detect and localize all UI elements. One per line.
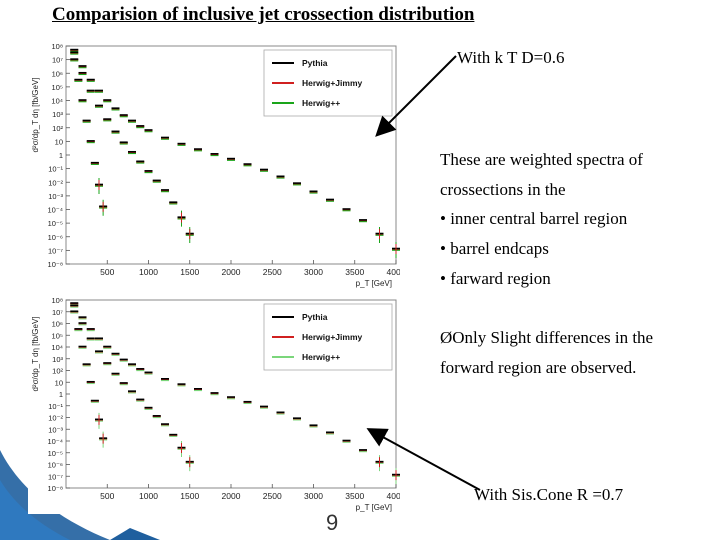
legend-entry: Herwig++ [302, 352, 340, 362]
x-tick-label: 4000 [387, 491, 400, 501]
x-tick-label: 4000 [387, 267, 400, 277]
x-tick-label: 2500 [263, 267, 282, 277]
x-tick-label: 3500 [345, 267, 364, 277]
annotation-top: With k T D=0.6 [457, 48, 565, 67]
y-tick-label: 10 [55, 378, 63, 387]
y-tick-label: 10⁶ [52, 69, 63, 78]
y-tick-label: 1 [59, 390, 63, 399]
legend-entry: Herwig+Jimmy [302, 332, 363, 342]
y-tick-label: 10⁻⁶ [48, 233, 63, 242]
x-tick-label: 1500 [180, 491, 199, 501]
x-tick-label: 1000 [139, 491, 158, 501]
observation-line-1: ØOnly Slight differences in the [440, 328, 653, 348]
y-tick-label: 10⁷ [52, 56, 63, 65]
y-tick-label: 10⁻⁶ [48, 461, 63, 470]
y-tick-label: 10⁴ [51, 343, 63, 352]
y-tick-label: 10⁷ [52, 308, 63, 317]
x-tick-label: 2000 [222, 267, 241, 277]
decorative-swoosh [0, 450, 160, 540]
observation-line-2: forward region are observed. [440, 358, 637, 377]
y-tick-label: 10⁻⁸ [48, 484, 63, 493]
x-tick-label: 500 [100, 267, 114, 277]
arrow-bottom [366, 428, 481, 491]
observation-text-1: Only Slight differences in the [452, 328, 654, 347]
slide-title: Comparision of inclusive jet crossection… [52, 4, 475, 25]
y-tick-label: 10³ [52, 355, 63, 364]
x-tick-label: 2500 [263, 491, 282, 501]
x-axis-label: p_T [GeV] [356, 503, 392, 512]
x-tick-label: 3000 [304, 267, 323, 277]
y-tick-label: 10⁻³ [48, 425, 63, 434]
y-tick-label: 10⁻⁴ [47, 206, 63, 215]
y-tick-label: 10² [52, 124, 63, 133]
x-tick-label: 500 [100, 491, 114, 501]
y-tick-label: 10² [52, 367, 63, 376]
y-tick-label: 10⁻² [48, 414, 63, 423]
y-tick-label: 10⁸ [51, 42, 63, 51]
y-tick-label: 10⁻⁵ [48, 449, 63, 458]
y-tick-label: 10⁶ [52, 320, 63, 329]
legend-entry: Herwig+Jimmy [302, 78, 363, 88]
y-tick-label: 10⁵ [52, 83, 63, 92]
y-tick-label: 10⁻⁵ [48, 219, 63, 228]
y-tick-label: 10⁻⁸ [48, 260, 63, 269]
x-tick-label: 1500 [180, 267, 199, 277]
y-tick-label: 10³ [52, 110, 63, 119]
chart-top: 10⁸ 10⁷ 10⁶ 10⁵ 10⁴ 10³ 10² 10 1 10⁻¹ 10⁻² 10⁻³ 10⁻⁴… [28, 42, 400, 290]
arrow-top [375, 55, 457, 137]
x-tick-label: 2000 [222, 491, 241, 501]
legend-entry: Herwig++ [302, 98, 340, 108]
y-axis-label: d²σ/dp_T dη [fb/GeV] [31, 316, 40, 391]
y-tick-label: 1 [59, 151, 63, 160]
description-line-5: • farward region [440, 269, 551, 288]
legend-entry: Pythia [302, 58, 328, 68]
y-tick-label: 10⁻¹ [48, 402, 63, 411]
chart-bottom: 10⁸ 10⁷ 10⁶ 10⁵ 10⁴ 10³ 10² 10 1 10⁻¹ 10⁻² 10⁻³ 10⁻⁴… [28, 296, 400, 514]
legend-entry: Pythia [302, 312, 328, 322]
x-axis-label: p_T [GeV] [356, 279, 392, 288]
annotation-bottom: With Sis.Cone R =0.7 [474, 485, 624, 504]
x-tick-label: 3500 [345, 491, 364, 501]
description-line-1: These are weighted spectra of [440, 150, 643, 169]
y-tick-label: 10⁻² [48, 178, 63, 187]
x-tick-label: 3000 [304, 491, 323, 501]
y-tick-label: 10⁸ [51, 296, 63, 305]
description-line-4: • barrel endcaps [440, 239, 549, 258]
y-tick-label: 10⁻⁴ [47, 437, 63, 446]
y-tick-label: 10⁵ [52, 331, 63, 340]
x-tick-label: 1000 [139, 267, 158, 277]
page-number: 9 [326, 510, 339, 535]
y-tick-label: 10⁻⁷ [48, 246, 63, 255]
description-line-3: • inner central barrel region [440, 209, 628, 228]
arrow-bullet-icon: Ø [440, 328, 453, 347]
y-axis-label: d²σ/dp_T dη [fb/GeV] [31, 77, 40, 152]
y-tick-label: 10⁻⁷ [48, 472, 63, 481]
description-line-2: crossections in the [440, 180, 566, 199]
y-tick-label: 10⁻³ [48, 192, 63, 201]
y-tick-label: 10 [55, 137, 63, 146]
y-tick-label: 10⁴ [51, 97, 63, 106]
y-tick-label: 10⁻¹ [48, 165, 63, 174]
